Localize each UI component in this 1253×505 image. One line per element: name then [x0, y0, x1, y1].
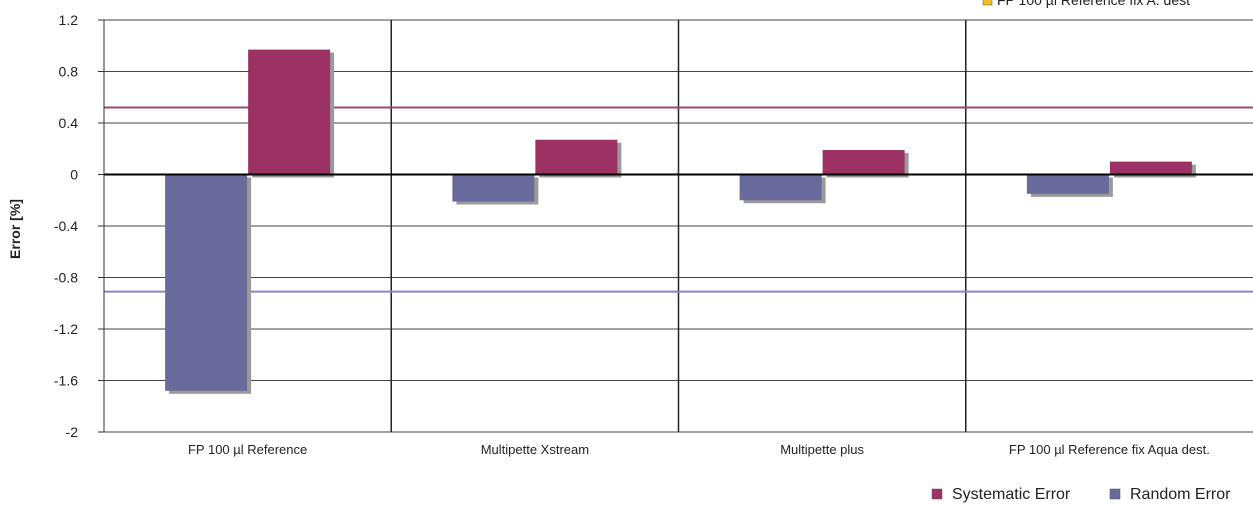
top-legend-swatch: [982, 0, 993, 6]
y-tick-label: -0.8: [54, 270, 78, 286]
legend-label: Random Error: [1130, 486, 1231, 503]
y-tick-label: 0.4: [59, 115, 79, 131]
y-tick-label: -0.4: [54, 218, 78, 234]
top-legend-label: FP 100 µl Reference fix A. dest: [997, 0, 1190, 8]
bar-random-error: [452, 174, 535, 202]
legend-swatch: [1109, 488, 1121, 500]
category-label: Multipette plus: [780, 442, 864, 457]
legend-swatch: [931, 488, 943, 500]
bar-random-error: [1026, 174, 1109, 194]
y-tick-label: 0.8: [59, 64, 79, 80]
category-label: FP 100 µl Reference fix Aqua dest.: [1009, 442, 1210, 457]
axes: [98, 19, 1253, 433]
legend-label: Systematic Error: [952, 486, 1071, 503]
y-tick-label: -1.6: [54, 373, 78, 389]
y-axis-title: Error [%]: [7, 199, 23, 259]
bar-systematic-error: [248, 49, 331, 175]
category-labels: FP 100 µl Reference Multipette Xstream Mul…: [188, 442, 1210, 457]
bar-systematic-error: [535, 139, 618, 175]
bar-systematic-error: [822, 150, 905, 175]
bar-random-error: [739, 174, 822, 201]
bars: [165, 49, 1196, 394]
y-tick-label: -1.2: [54, 321, 78, 337]
category-separators: [390, 20, 967, 432]
legend: Systematic Error Random Error: [931, 486, 1231, 503]
bar-systematic-error: [1109, 161, 1192, 175]
y-tick-label: 0: [70, 167, 78, 183]
y-tick-labels: 1.2 0.8 0.4 0 -0.4 -0.8 -1.2 -1.6 -2: [54, 12, 78, 440]
category-label: FP 100 µl Reference: [188, 442, 307, 457]
category-label: Multipette Xstream: [481, 442, 589, 457]
y-tick-label: 1.2: [59, 12, 79, 28]
bar-random-error: [165, 174, 248, 391]
y-tick-label: -2: [66, 424, 79, 440]
top-legend: FP 100 µl Reference fix A. dest: [982, 0, 1190, 8]
